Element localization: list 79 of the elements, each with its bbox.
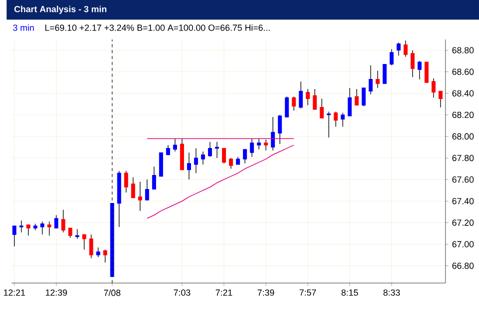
x-tick-label: 7:21 [216,290,232,296]
y-tick-label: 68.80 [452,47,474,54]
x-tick-label: 7/08 [104,290,120,296]
candlestick [424,62,429,84]
candlestick [368,65,373,95]
text: L=69.10 +2.17 +3.24% B=1.00 A=100.00 O=66.75 Hi=6... [45,24,270,32]
chart-subtitle: 3 min [13,24,34,32]
candlestick [26,224,30,236]
candlestick [382,64,387,84]
candlestick [362,88,366,107]
y-tick-label: 68.40 [452,90,474,97]
candlestick [208,142,212,158]
y-tick-label: 66.80 [452,262,474,270]
x-tick-label: 7:03 [174,290,190,296]
candlestick [306,88,310,106]
x-tick-label: 7:39 [258,290,274,296]
candlestick [292,96,296,112]
candlestick [432,78,436,98]
candlestick [152,166,156,190]
candlestick [396,42,401,56]
candlestick [82,234,86,250]
candlestick [131,177,136,198]
candlestick [89,234,94,259]
candlestick [340,112,345,128]
candlestick [326,112,331,138]
candlestick [410,50,415,78]
candlestick [418,60,422,80]
candlestick [312,88,317,110]
candlestick [270,116,275,152]
candlestick [75,229,80,240]
y-tick-label: 68.00 [452,134,474,140]
y-tick-label: 67.60 [452,176,474,183]
candlestick [187,152,192,180]
candlestick [438,91,443,108]
x-tick-label: 12:39 [46,290,67,296]
x-tick-label: 12:21 [4,290,25,296]
candlestick [320,98,324,119]
candlestick [96,247,100,258]
candlestick [40,221,44,236]
candlestick [354,88,359,106]
candlestick [19,220,24,233]
y-tick-label: 67.80 [452,155,474,162]
candlestick [12,226,16,247]
candlestick [47,221,52,236]
chart-title: Chart Analysis - 3 min [14,6,106,14]
candlestick [284,96,289,118]
y-tick-label: 67.00 [452,241,474,248]
y-tick-label: 68.20 [452,112,474,118]
candlestick [298,81,303,110]
candlestick [215,142,219,159]
candlestick [278,114,282,145]
x-tick-label: 7:57 [300,290,316,296]
candlestick [54,215,58,229]
candlestick [159,152,164,177]
candlestick [256,138,261,150]
candlestick [376,70,380,89]
y-tick-label: 68.60 [452,68,474,76]
candlestick [61,210,66,233]
candlestick [334,112,338,128]
x-tick-label: 8:33 [383,290,400,296]
candlestick [138,182,142,212]
y-tick-label: 67.40 [452,198,474,204]
x-tick-label: 8:15 [342,290,358,296]
candlestick [222,148,226,164]
candlestick [173,138,178,152]
candlestick [242,149,247,164]
candlestick [103,250,108,264]
candlestick [68,228,72,238]
candlestick [390,49,394,66]
candlestick [264,140,268,152]
candlestick [194,148,198,174]
candlestick [404,40,408,58]
candlestick [124,170,128,194]
candlestick [145,179,150,201]
candlestick [348,88,352,117]
candlestick [228,158,233,170]
candlestick [250,138,254,158]
candlestick [201,151,205,166]
y-tick-label: 67.20 [452,220,474,226]
